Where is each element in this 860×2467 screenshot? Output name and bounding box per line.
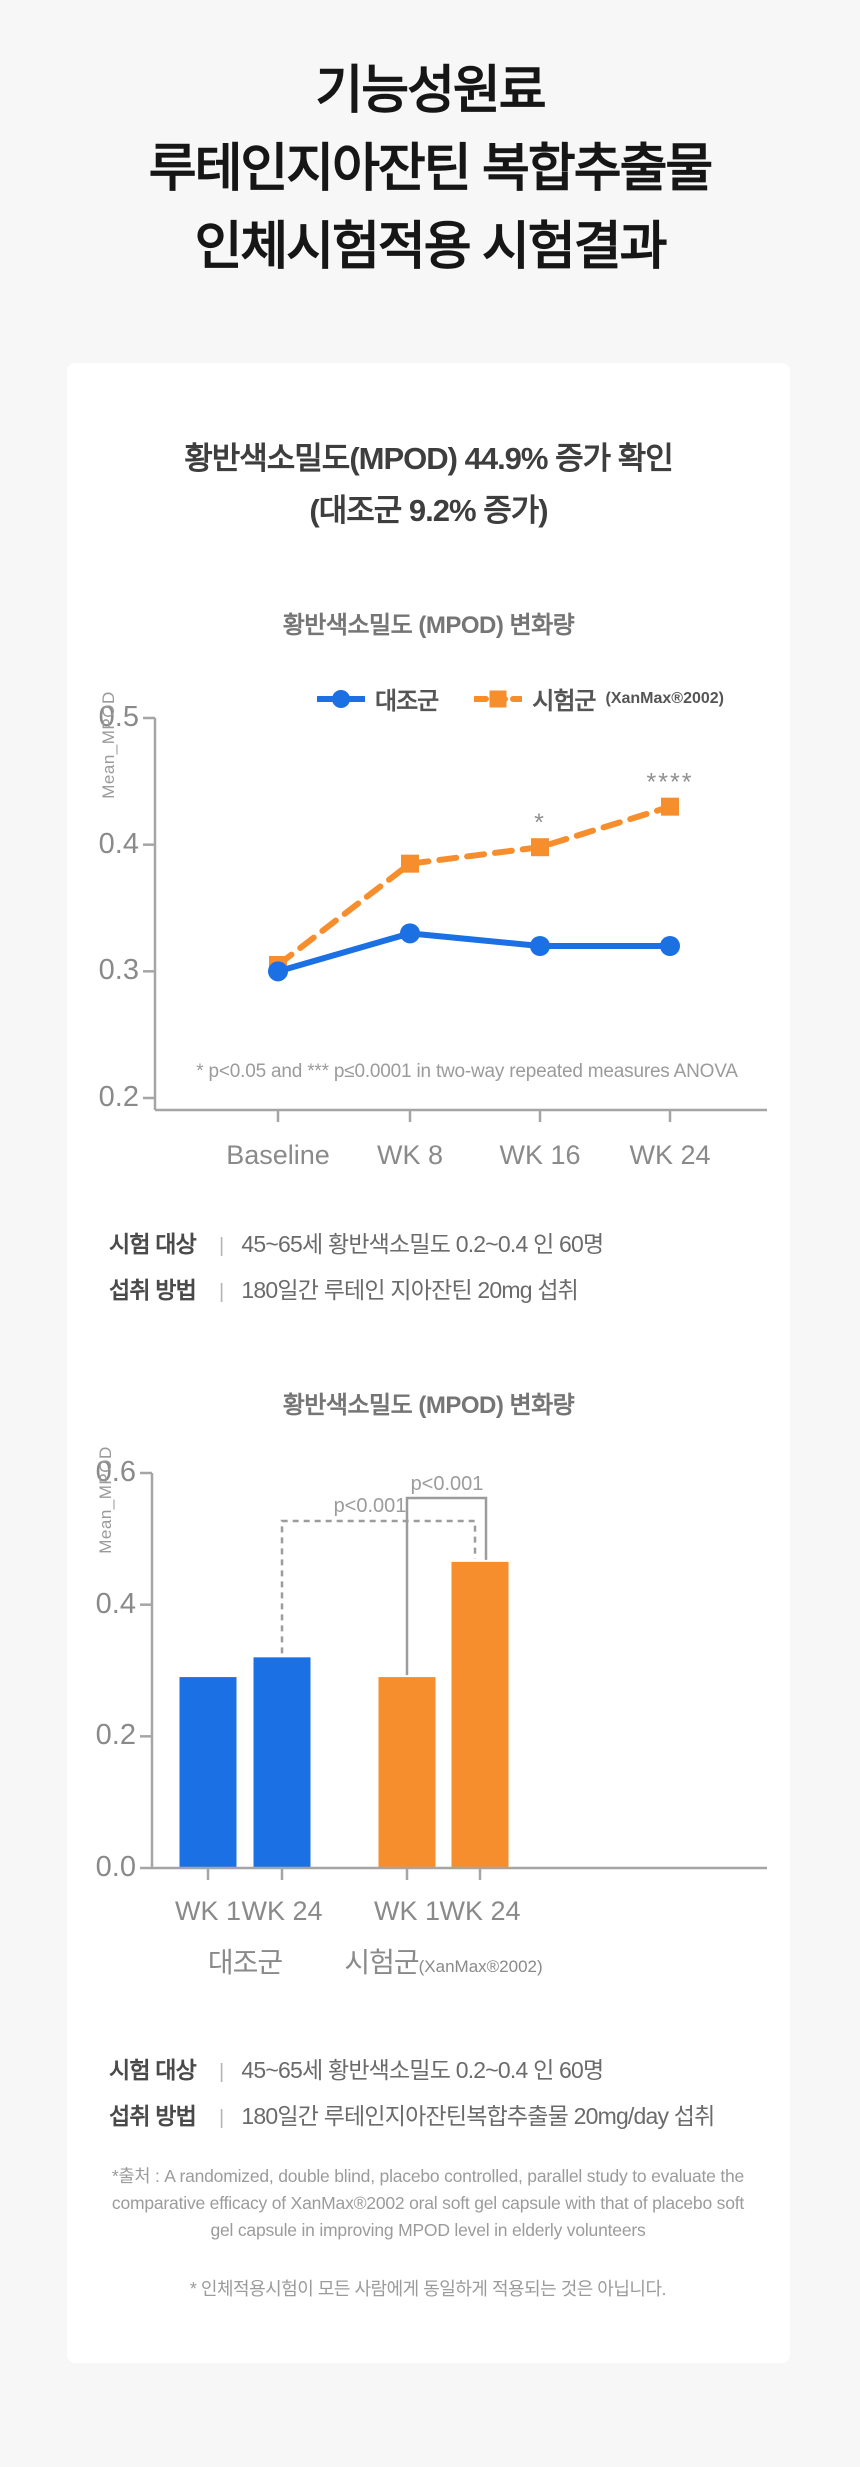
- divider-bar: |: [219, 1281, 224, 1303]
- group-label-test: 시험군(XanMax®2002): [314, 1941, 574, 1981]
- legend-label-suffix: (XanMax®2002): [605, 689, 725, 707]
- bracket-solid: [405, 1496, 488, 1676]
- bar-test-wk1: [378, 1677, 436, 1868]
- headline-line-2: (대조군 9.2% 증가): [309, 493, 548, 528]
- divider-bar: |: [219, 1235, 224, 1257]
- result-headline: 황반색소밀도(MPOD) 44.9% 증가 확인 (대조군 9.2% 증가): [67, 433, 790, 537]
- x-axis-label: WK 8: [376, 1140, 443, 1170]
- page-title-line-1: 기능성원료: [315, 62, 546, 120]
- data-point-square: [661, 797, 679, 816]
- divider-bar: |: [219, 2061, 224, 2083]
- data-point-circle: [400, 923, 420, 944]
- info-value: 45~65세 황반색소밀도 0.2~0.4 인 60명: [241, 2057, 604, 2083]
- y-tick-label: 0.4: [95, 1587, 136, 1620]
- disclaimer-note: * 인체적용시험이 모든 사람에게 동일하게 적용되는 것은 아닙니다.: [189, 2279, 667, 2299]
- result-card: 황반색소밀도(MPOD) 44.9% 증가 확인 (대조군 9.2% 증가) 황…: [67, 363, 790, 2363]
- y-tick-label: 0.6: [95, 1456, 136, 1488]
- anova-note: * p<0.05 and *** p≤0.0001 in two-way rep…: [196, 1061, 738, 1082]
- legend-label: 시험군: [532, 688, 596, 715]
- y-tick-label: 0.2: [98, 1081, 139, 1113]
- study-info-2: 시험 대상 | 45~65세 황반색소밀도 0.2~0.4 인 60명 섭취 방…: [109, 2051, 715, 2131]
- y-tick-label: 0.3: [98, 954, 139, 987]
- series-line-test: [275, 803, 673, 968]
- y-axis-title: Mean_MPOD: [99, 691, 118, 799]
- legend-marker-icon: [317, 689, 365, 708]
- bar-test-wk24: [451, 1561, 509, 1868]
- group-name: 대조군: [207, 1947, 283, 1978]
- divider-bar: |: [219, 2107, 224, 2129]
- y-tick-label: 0.4: [98, 827, 139, 860]
- bar-control-wk24: [253, 1657, 311, 1868]
- data-point-circle: [268, 961, 288, 982]
- bar-category-label: WK 1: [373, 1896, 440, 1926]
- legend-label: 대조군: [375, 688, 439, 715]
- info-value: 45~65세 황반색소밀도 0.2~0.4 인 60명: [241, 1231, 604, 1257]
- info-label: 시험 대상: [109, 2057, 197, 2083]
- bracket-label-solid: p<0.001: [411, 1473, 484, 1495]
- info-label: 시험 대상: [109, 1231, 197, 1257]
- bar-category-label: WK 24: [241, 1896, 323, 1926]
- page-title: 기능성원료 루테인지아잔틴 복합추출물 인체시험적용 시험결과: [0, 52, 860, 286]
- group-name-suffix: (XanMax®2002): [418, 1957, 543, 1976]
- study-info-1: 시험 대상 | 45~65세 황반색소밀도 0.2~0.4 인 60명 섭취 방…: [109, 1225, 604, 1305]
- x-axis-label: WK 16: [499, 1140, 581, 1170]
- data-point-square: [401, 854, 419, 873]
- legend-item-control: 대조군: [317, 681, 439, 716]
- bar-category-label: WK 24: [439, 1896, 521, 1926]
- data-point-square: [531, 838, 549, 857]
- intake-method-row: 섭취 방법 | 180일간 루테인 지아잔틴 20mg 섭취: [109, 1271, 603, 1305]
- page-title-line-2: 루테인지아잔틴 복합추출물: [148, 140, 714, 198]
- significance-stars: ****: [647, 769, 694, 797]
- group-name: 시험군: [344, 1947, 419, 1978]
- source-note: *출처 : A randomized, double blind, placeb…: [111, 2166, 745, 2241]
- intake-method-row: 섭취 방법 | 180일간 루테인지아잔틴복합추출물 20mg/day 섭취: [109, 2097, 715, 2131]
- group-label-control: 대조군: [115, 1941, 375, 1981]
- data-point-circle: [530, 936, 550, 956]
- info-value: 180일간 루테인지아잔틴복합추출물 20mg/day 섭취: [241, 2103, 715, 2129]
- info-label: 섭취 방법: [109, 1277, 197, 1303]
- legend-item-test: 시험군 (XanMax®2002): [474, 681, 724, 716]
- bar-category-label: WK 1: [174, 1896, 241, 1926]
- data-point-square: [269, 956, 287, 974]
- line-chart-title: 황반색소밀도 (MPOD) 변화량: [282, 612, 575, 639]
- y-tick-label: 0.0: [95, 1851, 136, 1883]
- bar-control-wk1: [179, 1677, 237, 1868]
- y-tick-label: 0.5: [98, 701, 139, 733]
- info-label: 섭취 방법: [109, 2103, 197, 2129]
- page-title-line-3: 인체시험적용 시험결과: [194, 218, 668, 276]
- legend-marker-icon: [474, 690, 523, 707]
- info-value: 180일간 루테인 지아잔틴 20mg 섭취: [241, 1277, 579, 1303]
- significance-stars: *: [534, 809, 546, 837]
- study-subjects-row: 시험 대상 | 45~65세 황반색소밀도 0.2~0.4 인 60명: [109, 1225, 604, 1259]
- bracket-dashed: [280, 1519, 477, 1654]
- x-axis-label: WK 24: [629, 1140, 711, 1170]
- y-axis-title: Mean_MPOD: [96, 1446, 115, 1554]
- bar-chart-title: 황반색소밀도 (MPOD) 변화량: [282, 1392, 575, 1419]
- y-tick-label: 0.2: [95, 1719, 136, 1752]
- data-point-circle: [660, 936, 680, 956]
- headline-line-1: 황반색소밀도(MPOD) 44.9% 증가 확인: [184, 441, 674, 476]
- bracket-label-dashed: p<0.001: [334, 1495, 407, 1517]
- series-line-control: [275, 930, 673, 975]
- line-chart-legend: 대조군 시험군 (XanMax®2002): [317, 681, 724, 716]
- x-axis-label: Baseline: [226, 1140, 330, 1170]
- study-subjects-row: 시험 대상 | 45~65세 황반색소밀도 0.2~0.4 인 60명: [109, 2051, 715, 2085]
